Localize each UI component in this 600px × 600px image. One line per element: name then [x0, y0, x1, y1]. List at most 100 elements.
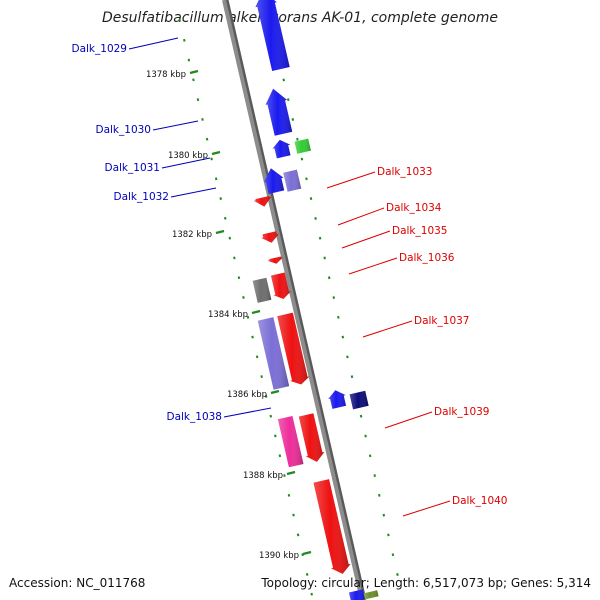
minor-tick-left: [378, 493, 381, 497]
gene-label-g1037[interactable]: Dalk_1037: [414, 315, 470, 327]
genome-summary-text: Topology: circular; Length: 6,517,073 bp…: [260, 576, 591, 590]
gene-arrow-shading: [294, 138, 311, 154]
leader-line: [223, 407, 272, 418]
gene-g1031b[interactable]: [272, 139, 291, 159]
backbone-line: [222, 0, 364, 600]
minor-tick-left: [305, 177, 308, 181]
minor-tick-left: [337, 315, 340, 319]
minor-tick-right: [296, 533, 300, 537]
gene-arrow-shading: [263, 168, 285, 194]
gene-arrow-shading: [277, 312, 310, 385]
gene-label-g1031[interactable]: Dalk_1031: [105, 162, 161, 174]
gene-g1039[interactable]: [277, 415, 304, 468]
minor-tick-left: [309, 197, 313, 201]
gene-g1037b[interactable]: [277, 312, 310, 385]
gene-label-g1034[interactable]: Dalk_1034: [386, 202, 442, 214]
gene-gEdge2[interactable]: [348, 589, 365, 600]
gene-g1031[interactable]: [294, 138, 311, 154]
minor-tick-right: [255, 355, 259, 359]
minor-tick-right: [210, 157, 213, 161]
minor-tick-right: [246, 315, 250, 319]
gene-arrow-shading: [270, 272, 291, 300]
leader-line: [326, 171, 376, 189]
major-tick: [302, 550, 312, 556]
gene-g1037[interactable]: [257, 317, 290, 390]
map-title: Desulfatibacillum alkenivorans AK-01, co…: [102, 10, 498, 26]
gene-label-g1030[interactable]: Dalk_1030: [96, 124, 152, 136]
gene-g1032[interactable]: [283, 169, 302, 192]
kbp-tick-label: 1386 kbp: [227, 390, 267, 400]
kbp-tick-label: 1390 kbp: [259, 551, 299, 561]
minor-tick-right: [196, 98, 200, 102]
leader-line: [170, 187, 217, 198]
gene-arrow-shading: [348, 589, 365, 600]
gene-g1035[interactable]: [267, 256, 284, 264]
gene-g1029[interactable]: [255, 0, 290, 72]
gene-g1033[interactable]: [253, 196, 272, 207]
minor-tick-right: [310, 592, 313, 596]
gene-g1039b[interactable]: [298, 413, 325, 462]
gene-label-g1040[interactable]: Dalk_1040: [452, 495, 508, 507]
minor-tick-left: [359, 414, 363, 418]
minor-tick-right: [237, 276, 241, 280]
minor-tick-right: [205, 137, 209, 141]
gene-label-g1035[interactable]: Dalk_1035: [392, 225, 448, 237]
gene-arrow-shading: [267, 256, 284, 264]
minor-tick-left: [318, 236, 322, 240]
leader-line: [128, 37, 179, 50]
minor-tick-left: [350, 375, 354, 379]
minor-tick-right: [264, 394, 268, 398]
gene-label-g1038[interactable]: Dalk_1038: [167, 411, 223, 423]
major-tick: [251, 309, 261, 315]
accession-text: Accession: NC_011768: [9, 576, 145, 590]
minor-tick-right: [292, 513, 295, 517]
minor-tick-left: [287, 98, 290, 102]
gene-g1036b[interactable]: [270, 272, 291, 300]
minor-tick-left: [387, 533, 390, 537]
minor-tick-left: [368, 454, 372, 458]
minor-tick-left: [332, 296, 336, 299]
gene-arrow-shading: [265, 88, 293, 136]
gene-g1040[interactable]: [313, 479, 351, 574]
gene-label-g1039[interactable]: Dalk_1039: [434, 406, 490, 418]
minor-tick-right: [242, 296, 245, 299]
kbp-tick-label: 1388 kbp: [243, 471, 283, 481]
leader-line: [161, 157, 211, 169]
minor-tick-left: [296, 137, 299, 141]
minor-tick-right: [233, 256, 236, 260]
leader-line: [362, 320, 413, 338]
gene-label-g1032[interactable]: Dalk_1032: [114, 191, 170, 203]
leader-line: [152, 120, 199, 131]
major-tick: [270, 389, 280, 395]
gene-arrow-shading: [313, 479, 351, 574]
gene-g1038[interactable]: [349, 390, 369, 410]
minor-tick-right: [228, 236, 232, 240]
minor-tick-left: [396, 573, 399, 576]
leader-line: [384, 411, 433, 429]
minor-tick-right: [269, 414, 273, 418]
gene-g1030[interactable]: [265, 88, 293, 136]
major-tick: [211, 150, 221, 156]
gene-arrow-shading: [363, 590, 379, 600]
minor-tick-left: [364, 434, 367, 438]
gene-label-g1033[interactable]: Dalk_1033: [377, 166, 433, 178]
gene-labels: Dalk_1029 Dalk_1030 Dalk_1031 Dalk_1032 Dalk…: [72, 37, 508, 517]
gene-label-g1036[interactable]: Dalk_1036: [399, 252, 455, 264]
minor-tick-right: [251, 335, 254, 339]
position-ticks: 1378 kbp 1380 kbp 1382 kbp 1384 kbp 1386 kbp…: [146, 0, 399, 596]
minor-tick-left: [300, 157, 304, 161]
gene-arrow-shading: [328, 390, 347, 409]
gene-g1038b[interactable]: [328, 390, 347, 409]
gene-g1034[interactable]: [261, 231, 279, 243]
gene-label-g1029[interactable]: Dalk_1029: [72, 43, 128, 55]
kbp-tick-label: 1382 kbp: [172, 230, 212, 240]
gene-arrow-shading: [349, 390, 369, 410]
gene-g1032b[interactable]: [263, 168, 285, 194]
gene-arrow-shading: [283, 169, 302, 192]
gene-arrow-shading: [261, 231, 279, 243]
gene-gEdge1[interactable]: [363, 590, 379, 600]
gene-arrow-shading: [257, 317, 290, 390]
gene-g1036[interactable]: [252, 277, 272, 303]
minor-tick-right: [287, 493, 291, 497]
